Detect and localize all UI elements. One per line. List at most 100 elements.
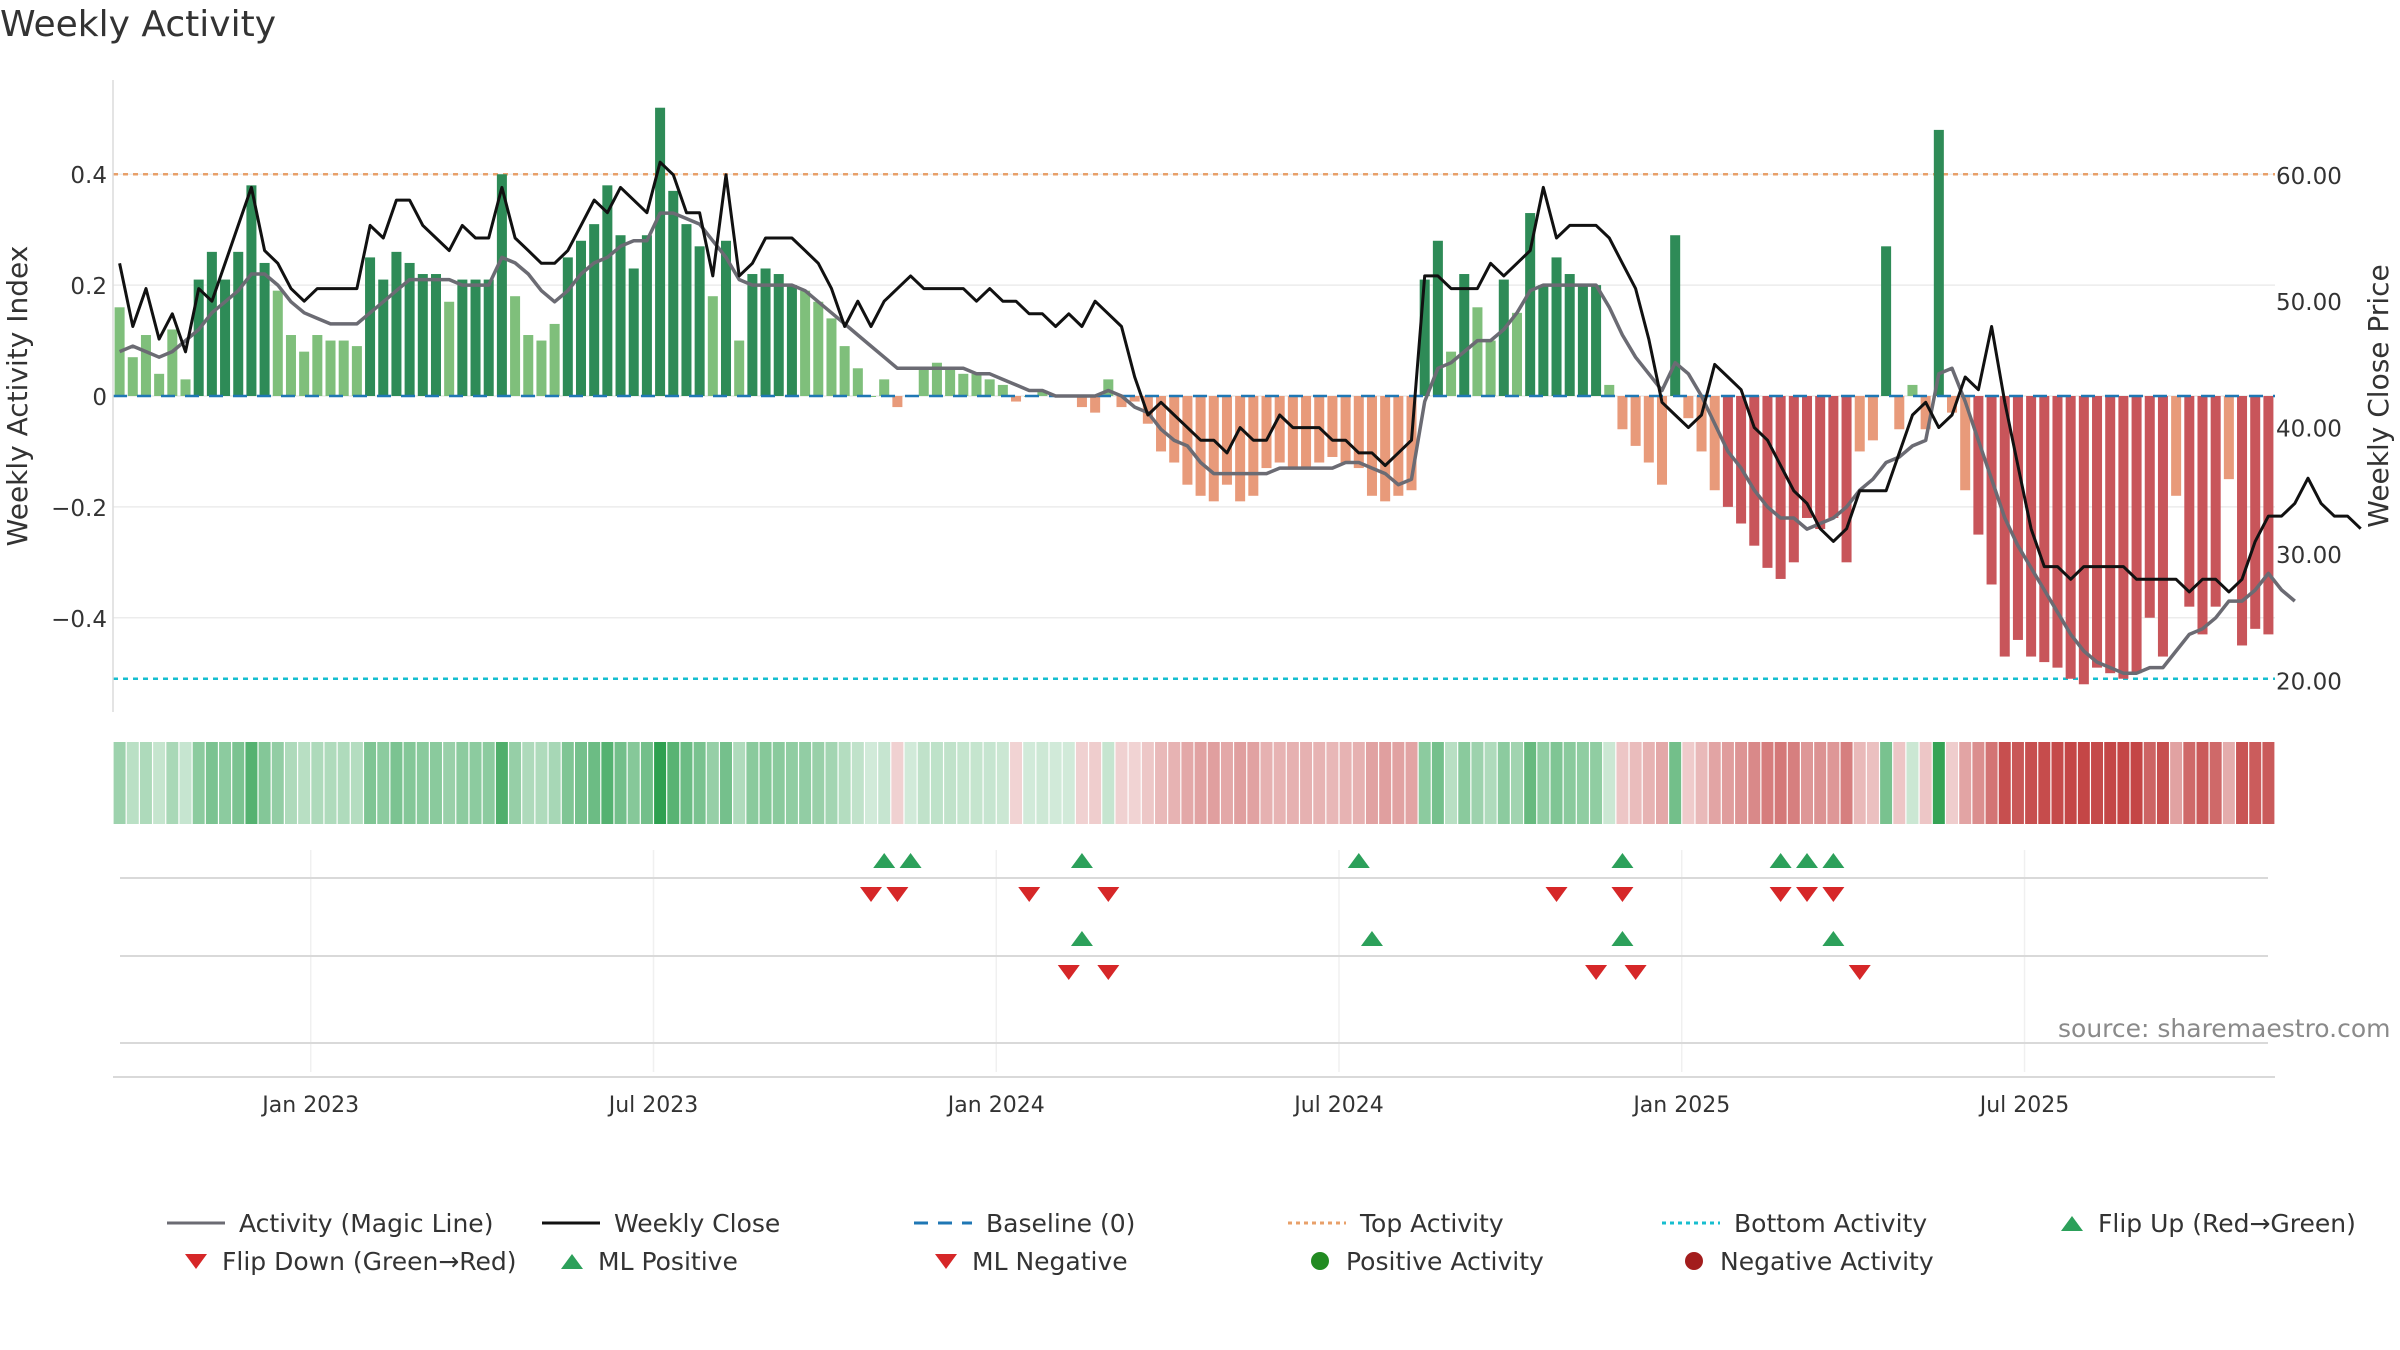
activity-bar bbox=[1037, 390, 1048, 396]
strip-cell bbox=[469, 742, 482, 824]
strip-cell bbox=[1062, 742, 1075, 824]
activity-bar bbox=[760, 268, 771, 396]
activity-bar bbox=[1459, 274, 1470, 396]
activity-bar bbox=[786, 285, 797, 396]
activity-bar bbox=[1116, 396, 1127, 408]
activity-bar bbox=[2118, 396, 2129, 679]
flip-up-icon bbox=[2061, 1216, 2083, 1231]
strip-cell bbox=[1049, 742, 1062, 824]
activity-bar bbox=[1775, 396, 1786, 579]
activity-bar bbox=[1393, 396, 1404, 496]
strip-cell bbox=[1708, 742, 1721, 824]
strip-cell bbox=[1998, 742, 2011, 824]
y-tick-label: 0 bbox=[92, 385, 107, 411]
strip-cell bbox=[640, 742, 653, 824]
activity-bar bbox=[470, 279, 481, 396]
activity-bar bbox=[997, 384, 1008, 396]
activity-bar bbox=[984, 379, 995, 396]
activity-bar bbox=[378, 279, 389, 396]
activity-bar bbox=[575, 240, 587, 396]
flip-down-marker bbox=[1097, 887, 1120, 902]
x-tick-label: Jul 2024 bbox=[1292, 1093, 1384, 1118]
flip-up-marker bbox=[899, 853, 922, 868]
ml-negative-marker bbox=[1057, 965, 1080, 980]
legend-label: Flip Up (Red→Green) bbox=[2098, 1208, 2356, 1238]
strip-cell bbox=[509, 742, 522, 824]
activity-bar bbox=[1604, 384, 1615, 396]
activity-bar bbox=[338, 340, 349, 396]
ml-positive-marker bbox=[1070, 931, 1093, 946]
x-tick-label: Jul 2023 bbox=[607, 1093, 699, 1118]
activity-bar bbox=[641, 235, 652, 396]
strip-cell bbox=[1893, 742, 1906, 824]
strip-cell bbox=[1431, 742, 1444, 824]
strip-cell bbox=[1075, 742, 1088, 824]
strip-cell bbox=[548, 742, 561, 824]
strip-cell bbox=[1286, 742, 1299, 824]
strip-cell bbox=[1168, 742, 1181, 824]
activity-bar bbox=[1683, 396, 1694, 419]
activity-bar bbox=[852, 368, 863, 396]
strip-cell bbox=[1590, 742, 1603, 824]
y2-tick-label: 50.00 bbox=[2276, 290, 2342, 316]
strip-cell bbox=[1313, 742, 1326, 824]
ml-negative-icon bbox=[935, 1254, 957, 1269]
strip-cell bbox=[1761, 742, 1774, 824]
strip-cell bbox=[983, 742, 996, 824]
y2-axis-label: Weekly Close Price bbox=[2362, 264, 2395, 527]
strip-cell bbox=[1141, 742, 1154, 824]
strip-cell bbox=[588, 742, 601, 824]
strip-cell bbox=[614, 742, 627, 824]
legend-item: Flip Down (Green→Red) bbox=[182, 1244, 517, 1278]
activity-bar bbox=[1749, 396, 1760, 546]
strip-cell bbox=[1616, 742, 1629, 824]
activity-bar bbox=[1525, 213, 1536, 396]
legend-item: Top Activity bbox=[1286, 1206, 1504, 1240]
strip-cell bbox=[113, 742, 126, 824]
strip-cell bbox=[851, 742, 864, 824]
activity-bar bbox=[1287, 396, 1298, 469]
strip-cell bbox=[2249, 742, 2262, 824]
activity-bar bbox=[365, 257, 376, 396]
strip-cell bbox=[1458, 742, 1471, 824]
activity-bar bbox=[180, 379, 191, 396]
strip-cell bbox=[416, 742, 429, 824]
strip-cell bbox=[179, 742, 192, 824]
strip-cell bbox=[1155, 742, 1168, 824]
strip-cell bbox=[930, 742, 943, 824]
strip-cell bbox=[311, 742, 324, 824]
activity-bar bbox=[2144, 396, 2155, 618]
strip-cell bbox=[891, 742, 904, 824]
strip-cell bbox=[2011, 742, 2024, 824]
legend-item: ML Positive bbox=[558, 1244, 738, 1278]
activity-bar bbox=[866, 396, 877, 397]
activity-bar bbox=[2078, 396, 2089, 685]
strip-cell bbox=[1128, 742, 1141, 824]
y-tick-label: 0.4 bbox=[70, 163, 107, 189]
y-tick-label: −0.4 bbox=[51, 607, 107, 633]
activity-bar bbox=[496, 174, 507, 396]
strip-cell bbox=[1932, 742, 1945, 824]
strip-cell bbox=[1853, 742, 1866, 824]
strip-cell bbox=[429, 742, 442, 824]
strip-cell bbox=[1840, 742, 1853, 824]
strip-cell bbox=[1471, 742, 1484, 824]
activity-bar bbox=[1353, 396, 1364, 469]
legend-label: Baseline (0) bbox=[986, 1208, 1136, 1238]
activity-bar bbox=[444, 301, 455, 396]
strip-cell bbox=[627, 742, 640, 824]
strip-cell bbox=[1036, 742, 1049, 824]
activity-bar bbox=[430, 274, 441, 396]
activity-bar bbox=[259, 262, 270, 396]
line-series bbox=[113, 160, 2362, 675]
activity-bar bbox=[562, 257, 573, 396]
activity-bar bbox=[655, 107, 666, 396]
activity-bar bbox=[2197, 396, 2208, 635]
strip-cell bbox=[746, 742, 759, 824]
legend: Activity (Magic Line) Weekly Close Basel… bbox=[0, 1200, 2400, 1280]
activity-bar bbox=[127, 357, 138, 396]
strip-cell bbox=[1603, 742, 1616, 824]
strip-cell bbox=[1497, 742, 1510, 824]
strip-cell bbox=[245, 742, 258, 824]
activity-bar bbox=[1156, 396, 1167, 452]
